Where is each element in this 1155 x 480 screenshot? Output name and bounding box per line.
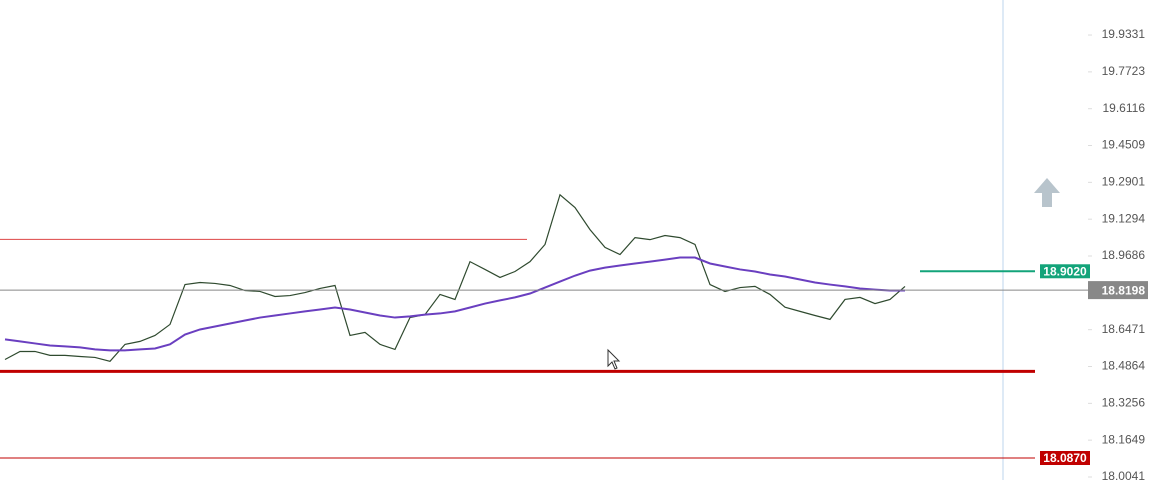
y-tick-label: 18.3256 (1102, 396, 1146, 410)
y-tick-label: 18.6471 (1102, 322, 1146, 336)
y-tick-label: 19.2901 (1102, 175, 1146, 189)
price-tag-label: 18.9020 (1043, 264, 1087, 278)
mouse-cursor (607, 348, 621, 370)
current-price-tag (1088, 281, 1148, 300)
y-tick-label: 19.9331 (1102, 27, 1146, 41)
y-tick-label: 18.9686 (1102, 248, 1146, 262)
up-arrow-icon[interactable] (1034, 178, 1060, 207)
price-tag (1040, 451, 1090, 466)
current-price-label: 18.8198 (1102, 283, 1146, 297)
price-tag (1040, 264, 1090, 279)
y-tick-label: 19.4509 (1102, 138, 1146, 152)
y-tick-label: 19.1294 (1102, 211, 1146, 225)
y-tick-label: 18.0041 (1102, 469, 1146, 480)
y-tick-label: 19.6116 (1103, 101, 1146, 115)
y-tick-label: 18.4864 (1102, 359, 1146, 373)
y-tick-label: 18.1649 (1102, 432, 1146, 446)
price-line (4, 193, 906, 362)
y-tick-label: 19.7723 (1102, 64, 1146, 78)
moving-average-line (4, 256, 905, 352)
price-tag-label: 18.0870 (1043, 451, 1087, 465)
